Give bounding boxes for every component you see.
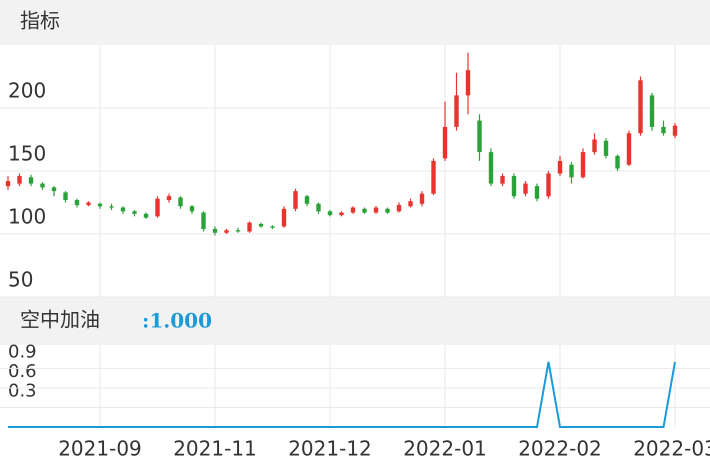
candle-body bbox=[477, 120, 482, 153]
header-title: 指标 bbox=[20, 9, 60, 33]
x-tick-label: 2021-11 bbox=[173, 437, 257, 461]
indicator-title: 空中加油 bbox=[20, 308, 100, 332]
candle-body bbox=[580, 152, 586, 178]
x-tick-label: 2021-09 bbox=[58, 437, 142, 461]
indicator-band bbox=[0, 297, 710, 345]
y-tick-label: 100 bbox=[8, 205, 46, 229]
candle-body bbox=[373, 207, 379, 213]
y-tick-label: 200 bbox=[8, 79, 46, 103]
candle-body bbox=[97, 203, 103, 207]
candle-body bbox=[546, 173, 551, 197]
candle-body bbox=[534, 186, 540, 199]
candle-body bbox=[626, 133, 632, 165]
candle-body bbox=[454, 95, 459, 127]
candle-body bbox=[431, 160, 436, 194]
candle-body bbox=[5, 181, 11, 187]
candle-body bbox=[109, 206, 114, 208]
candle-body bbox=[247, 222, 252, 232]
y-tick-label: 150 bbox=[8, 142, 46, 166]
candle-body bbox=[638, 80, 643, 134]
candle-body bbox=[603, 140, 609, 156]
candle-body bbox=[178, 197, 183, 207]
candle-body bbox=[408, 201, 413, 207]
candle-body bbox=[304, 196, 310, 204]
candle-body bbox=[569, 164, 574, 178]
candle-body bbox=[592, 139, 597, 153]
candle-body bbox=[281, 208, 287, 227]
candle-body bbox=[166, 196, 172, 200]
candle-body bbox=[523, 183, 528, 194]
candle-body bbox=[63, 192, 68, 200]
candle-body bbox=[120, 207, 126, 212]
candle-body bbox=[362, 208, 367, 213]
candle-body bbox=[224, 230, 229, 233]
x-tick-label: 2022-02 bbox=[518, 437, 602, 461]
candle-body bbox=[511, 176, 517, 197]
candle-body bbox=[465, 70, 471, 96]
candle-body bbox=[155, 198, 160, 217]
candle-body bbox=[396, 205, 402, 212]
candle-body bbox=[385, 208, 390, 213]
candle-body bbox=[74, 199, 80, 206]
candle-body bbox=[189, 206, 195, 212]
candle-body bbox=[327, 211, 333, 216]
y-tick-label: 0.6 bbox=[8, 361, 37, 382]
candle-body bbox=[293, 191, 298, 209]
candle-body bbox=[500, 176, 505, 184]
candle-body bbox=[649, 95, 655, 127]
candle-body bbox=[419, 193, 425, 204]
header-band bbox=[0, 0, 710, 45]
candle-body bbox=[557, 160, 563, 174]
candle-body bbox=[258, 223, 264, 227]
candle-body bbox=[316, 203, 321, 212]
candle-body bbox=[28, 177, 34, 184]
candle-body bbox=[201, 212, 206, 229]
candle-body bbox=[51, 187, 57, 192]
candle-body bbox=[40, 183, 45, 188]
indicator-line bbox=[8, 361, 676, 428]
y-tick-label: 50 bbox=[8, 268, 33, 292]
candle-body bbox=[143, 213, 149, 218]
candle-body bbox=[270, 226, 275, 228]
y-tick-label: 0.3 bbox=[8, 380, 37, 401]
candle-body bbox=[132, 211, 137, 214]
candle-body bbox=[235, 230, 241, 232]
candle-body bbox=[672, 125, 678, 136]
candle-body bbox=[442, 126, 448, 159]
y-tick-label: 0.9 bbox=[8, 341, 37, 362]
x-tick-label: 2022-03 bbox=[633, 437, 710, 461]
candle-body bbox=[86, 202, 91, 206]
candle-body bbox=[212, 228, 218, 233]
x-tick-label: 2021-12 bbox=[288, 437, 372, 461]
candle-body bbox=[350, 207, 356, 213]
candle-body bbox=[488, 152, 494, 184]
indicator-value: :1.000 bbox=[142, 309, 212, 333]
x-tick-label: 2022-01 bbox=[403, 437, 487, 461]
candle-body bbox=[17, 176, 22, 184]
candle-body bbox=[339, 212, 344, 216]
candle-body bbox=[661, 126, 666, 134]
candle-body bbox=[615, 155, 620, 169]
